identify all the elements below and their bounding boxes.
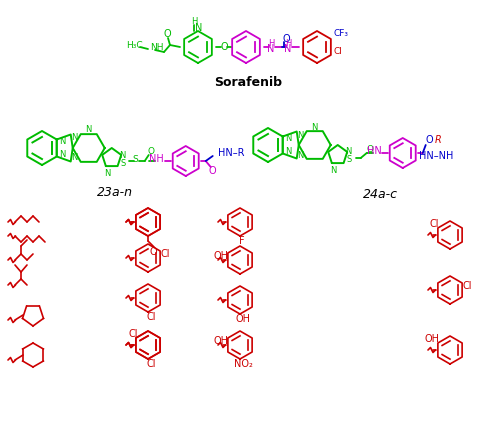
Text: O: O [163, 29, 171, 39]
Text: N: N [346, 148, 352, 157]
Text: Cl: Cl [334, 47, 343, 55]
Text: HN–R: HN–R [218, 148, 244, 158]
Text: N: N [196, 23, 202, 33]
Text: N: N [268, 44, 274, 54]
Text: O: O [282, 34, 290, 44]
Text: Cl: Cl [128, 329, 138, 339]
Text: N: N [298, 131, 304, 140]
Text: HN–NH: HN–NH [418, 151, 453, 161]
Text: N: N [104, 169, 111, 178]
Text: F: F [239, 236, 245, 246]
Text: N: N [298, 151, 304, 159]
Text: 24a-c: 24a-c [362, 189, 398, 201]
Text: H: H [191, 17, 197, 27]
Text: N: N [72, 154, 78, 162]
Text: N: N [312, 123, 318, 132]
Text: R: R [434, 135, 441, 145]
Text: N: N [86, 126, 92, 135]
Text: N: N [60, 137, 66, 146]
Text: NH: NH [150, 44, 164, 52]
Text: OH: OH [214, 251, 228, 261]
Text: S: S [120, 159, 126, 168]
Text: N: N [120, 151, 126, 159]
Text: Cl: Cl [429, 219, 438, 229]
Text: H₃C: H₃C [126, 41, 142, 50]
Text: H: H [285, 38, 291, 47]
Text: O: O [366, 145, 373, 154]
Text: O: O [220, 42, 228, 52]
Text: O: O [149, 247, 157, 257]
Text: S: S [133, 156, 138, 165]
Text: Cl: Cl [462, 281, 472, 291]
Text: OH: OH [214, 336, 228, 346]
Text: N: N [72, 134, 78, 143]
Text: N: N [286, 147, 292, 156]
Text: OH: OH [424, 334, 440, 344]
Text: S: S [346, 156, 352, 165]
Text: Cl: Cl [146, 312, 156, 322]
Text: O: O [209, 166, 216, 176]
Text: N: N [60, 150, 66, 159]
Text: 23a-n: 23a-n [97, 186, 133, 198]
Text: Cl: Cl [146, 359, 156, 369]
Text: NH: NH [150, 154, 164, 164]
Text: H: H [268, 38, 274, 47]
Text: Sorafenib: Sorafenib [214, 75, 282, 88]
Text: O: O [426, 135, 434, 145]
Text: OH: OH [236, 314, 250, 324]
Text: HN: HN [368, 146, 382, 156]
Text: N: N [330, 166, 337, 175]
Text: CF₃: CF₃ [334, 30, 349, 38]
Text: N: N [286, 134, 292, 143]
Text: O: O [147, 146, 154, 156]
Text: N: N [284, 44, 292, 54]
Text: NO₂: NO₂ [234, 359, 252, 369]
Text: Cl: Cl [160, 249, 170, 259]
